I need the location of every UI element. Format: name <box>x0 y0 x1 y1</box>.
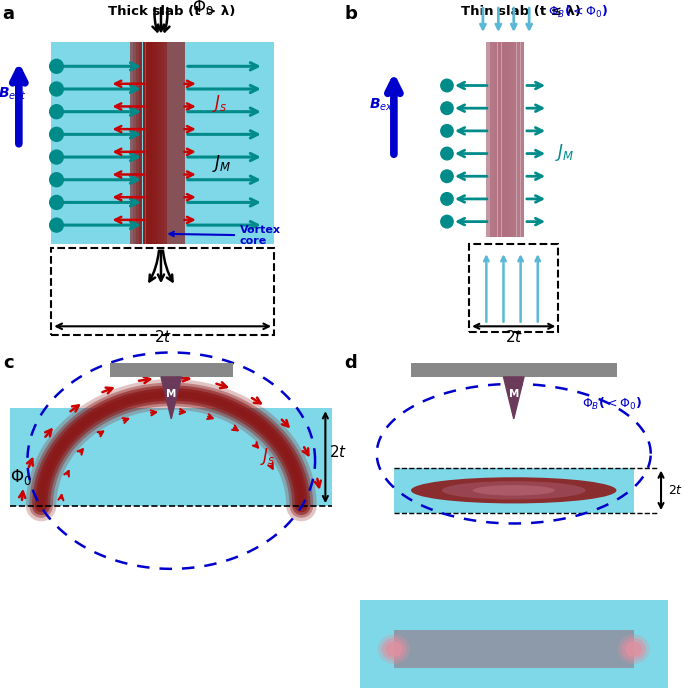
Text: $\Phi_B$($<\Phi_0$): $\Phi_B$($<\Phi_0$) <box>548 3 608 20</box>
Text: Thin slab (t ≤ λ): Thin slab (t ≤ λ) <box>460 6 581 18</box>
Circle shape <box>49 82 63 96</box>
Text: M: M <box>508 389 519 399</box>
Bar <box>490 42 494 237</box>
Bar <box>136 42 139 244</box>
Text: $2t$: $2t$ <box>505 329 523 345</box>
Bar <box>513 42 516 237</box>
Text: $2t$: $2t$ <box>668 484 683 497</box>
Bar <box>144 42 185 244</box>
Bar <box>486 42 490 237</box>
Text: $\Phi_B$($<\Phi_0$): $\Phi_B$($<\Phi_0$) <box>582 396 643 413</box>
Circle shape <box>49 173 63 187</box>
Circle shape <box>440 147 453 160</box>
Circle shape <box>440 124 453 138</box>
Text: Vortex
core: Vortex core <box>169 225 281 246</box>
Ellipse shape <box>386 641 402 657</box>
Bar <box>51 248 274 335</box>
Circle shape <box>49 105 63 119</box>
Text: M: M <box>166 389 177 399</box>
Ellipse shape <box>618 634 649 664</box>
Bar <box>51 42 274 244</box>
Text: $\boldsymbol{B}_{ext}$: $\boldsymbol{B}_{ext}$ <box>369 96 398 112</box>
Ellipse shape <box>625 641 642 657</box>
Circle shape <box>49 150 63 164</box>
Bar <box>149 42 151 244</box>
Ellipse shape <box>382 638 406 660</box>
Bar <box>161 42 164 244</box>
Circle shape <box>49 195 63 209</box>
Bar <box>411 363 616 377</box>
Ellipse shape <box>411 477 616 503</box>
Bar <box>498 42 501 237</box>
Bar <box>501 42 505 237</box>
Bar <box>394 468 634 513</box>
Text: $\boldsymbol{B}_{ext}$: $\boldsymbol{B}_{ext}$ <box>0 86 26 102</box>
Bar <box>469 244 558 332</box>
Text: $J_M$: $J_M$ <box>212 153 232 174</box>
Text: d: d <box>345 355 358 372</box>
Ellipse shape <box>442 481 586 500</box>
Bar <box>360 600 668 688</box>
Ellipse shape <box>473 485 555 496</box>
Circle shape <box>49 218 63 232</box>
Bar <box>506 42 509 237</box>
Text: Thick slab (t > λ): Thick slab (t > λ) <box>108 6 235 18</box>
Bar <box>130 42 133 244</box>
Text: c: c <box>3 355 14 372</box>
Polygon shape <box>503 377 524 419</box>
Bar <box>509 42 512 237</box>
Text: $J_s$: $J_s$ <box>212 94 228 114</box>
Ellipse shape <box>621 638 646 660</box>
Circle shape <box>440 193 453 205</box>
Bar <box>521 42 524 237</box>
Bar <box>134 42 136 244</box>
Bar <box>10 408 332 506</box>
Text: $2t$: $2t$ <box>153 329 172 345</box>
Circle shape <box>440 216 453 228</box>
Bar <box>110 363 233 377</box>
Bar <box>146 42 149 244</box>
Bar <box>394 630 634 669</box>
Text: a: a <box>3 6 14 23</box>
Bar <box>142 42 145 244</box>
Bar <box>158 42 161 244</box>
Text: $\Phi_0$: $\Phi_0$ <box>10 467 32 487</box>
Circle shape <box>440 170 453 183</box>
Text: $J_s$: $J_s$ <box>260 446 276 467</box>
Bar <box>494 42 497 237</box>
Circle shape <box>49 59 63 73</box>
Bar <box>140 42 142 244</box>
Circle shape <box>49 127 63 141</box>
Text: $J_M$: $J_M$ <box>555 142 574 163</box>
Text: $\Phi_0$: $\Phi_0$ <box>192 0 214 17</box>
Ellipse shape <box>378 634 410 664</box>
Text: $2t$: $2t$ <box>329 444 347 460</box>
Circle shape <box>440 102 453 114</box>
Polygon shape <box>161 377 182 419</box>
Bar <box>152 42 155 244</box>
Bar <box>490 42 524 237</box>
Bar <box>164 42 167 244</box>
Bar <box>155 42 158 244</box>
Bar <box>516 42 520 237</box>
Circle shape <box>440 79 453 92</box>
Text: b: b <box>345 6 358 23</box>
